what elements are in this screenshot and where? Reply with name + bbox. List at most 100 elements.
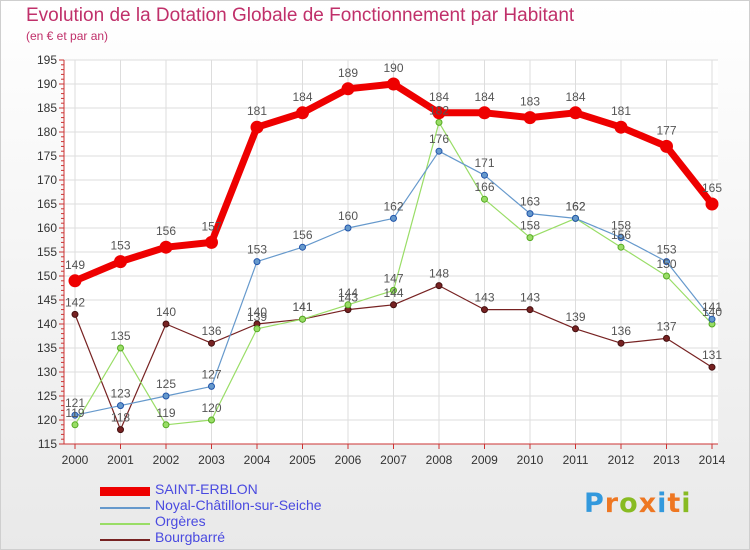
data-point <box>526 210 534 218</box>
data-label: 140 <box>702 305 722 319</box>
legend-swatch <box>100 539 150 541</box>
data-point <box>572 214 579 222</box>
legend-label: SAINT-ERBLON <box>155 481 258 497</box>
data-label: 135 <box>110 329 130 343</box>
data-label: 143 <box>520 291 540 305</box>
data-label: 156 <box>156 224 176 238</box>
data-point <box>205 235 218 249</box>
data-point <box>208 382 215 390</box>
data-label: 148 <box>429 267 449 281</box>
data-label: 162 <box>565 199 585 213</box>
data-label: 118 <box>111 411 130 425</box>
y-tick-label: 175 <box>37 149 57 163</box>
logo-letter: P <box>584 488 605 519</box>
data-label: 121 <box>65 396 85 410</box>
logo-letter: t <box>667 488 682 519</box>
x-tick-label: 2013 <box>653 453 680 467</box>
data-label: 141 <box>292 300 312 314</box>
data-label: 141 <box>292 300 312 314</box>
data-label: 139 <box>565 310 585 324</box>
data-label: 119 <box>156 406 175 420</box>
data-label: 153 <box>247 243 267 257</box>
data-label: 137 <box>656 319 676 333</box>
data-point <box>481 195 488 203</box>
x-tick-label: 2001 <box>107 453 134 467</box>
legend-swatch <box>100 523 150 525</box>
x-tick-label: 2006 <box>335 453 362 467</box>
data-label: 123 <box>110 387 130 401</box>
x-tick-label: 2009 <box>471 453 498 467</box>
data-point <box>344 224 352 232</box>
data-point <box>296 106 309 120</box>
data-point <box>617 339 625 347</box>
data-label: 147 <box>383 271 403 285</box>
data-label: 143 <box>338 291 358 305</box>
data-point <box>390 214 397 222</box>
data-label: 150 <box>656 257 676 271</box>
data-label: 160 <box>338 209 358 223</box>
data-point <box>390 286 397 294</box>
data-label: 181 <box>247 104 267 118</box>
data-point <box>526 306 534 314</box>
y-tick-label: 125 <box>37 389 57 403</box>
x-tick-label: 2007 <box>380 453 407 467</box>
data-point <box>435 147 443 155</box>
data-label: 140 <box>156 305 176 319</box>
data-point <box>478 106 491 120</box>
y-tick-label: 155 <box>37 245 57 259</box>
data-point <box>481 306 488 314</box>
data-label: 149 <box>65 258 85 272</box>
legend-label: Bourgbarré <box>155 529 226 545</box>
data-point <box>250 120 264 134</box>
y-tick-label: 130 <box>37 365 57 379</box>
data-label: 119 <box>65 406 84 420</box>
data-point <box>569 106 582 120</box>
data-point <box>663 334 670 342</box>
data-label: 153 <box>656 243 676 257</box>
data-point <box>208 339 215 347</box>
data-point <box>71 421 79 429</box>
legend-label: Noyal-Châtillon-sur-Seiche <box>155 497 322 513</box>
x-tick-label: 2000 <box>62 453 89 467</box>
y-tick-label: 115 <box>38 437 57 451</box>
chart-title: Evolution de la Dotation Globale de Fonc… <box>26 5 575 26</box>
data-point <box>481 171 488 179</box>
y-tick-label: 180 <box>37 125 57 139</box>
y-tick-label: 185 <box>37 101 57 115</box>
data-label: 142 <box>65 295 85 309</box>
data-point <box>387 77 400 91</box>
data-label: 136 <box>611 324 631 338</box>
data-label: 181 <box>611 104 631 118</box>
data-label: 184 <box>474 90 494 104</box>
data-point <box>117 344 124 352</box>
x-tick-label: 2005 <box>289 453 316 467</box>
data-point <box>344 301 352 309</box>
y-tick-label: 165 <box>37 197 57 211</box>
data-point <box>162 320 170 328</box>
legend-swatch <box>100 487 150 496</box>
data-point <box>253 325 261 333</box>
data-label: 131 <box>702 348 722 362</box>
data-label: 140 <box>247 305 267 319</box>
data-label: 120 <box>201 401 221 415</box>
data-point <box>708 363 716 371</box>
data-point <box>432 106 446 120</box>
y-tick-label: 190 <box>37 77 57 91</box>
data-point <box>299 243 306 251</box>
logo-letter: i <box>681 488 692 519</box>
data-label: 153 <box>110 239 130 253</box>
data-label: 143 <box>474 291 494 305</box>
data-point <box>253 258 261 266</box>
data-point <box>68 274 82 288</box>
data-point <box>526 234 534 242</box>
data-label: 184 <box>565 90 585 104</box>
data-point <box>117 402 124 410</box>
data-point <box>708 315 716 323</box>
x-tick-label: 2003 <box>198 453 225 467</box>
y-tick-label: 195 <box>37 53 57 67</box>
legend-swatch <box>100 507 150 509</box>
data-point <box>660 139 673 153</box>
data-label: 156 <box>611 228 631 242</box>
data-label: 182 <box>429 103 449 117</box>
data-label: 190 <box>383 61 403 75</box>
